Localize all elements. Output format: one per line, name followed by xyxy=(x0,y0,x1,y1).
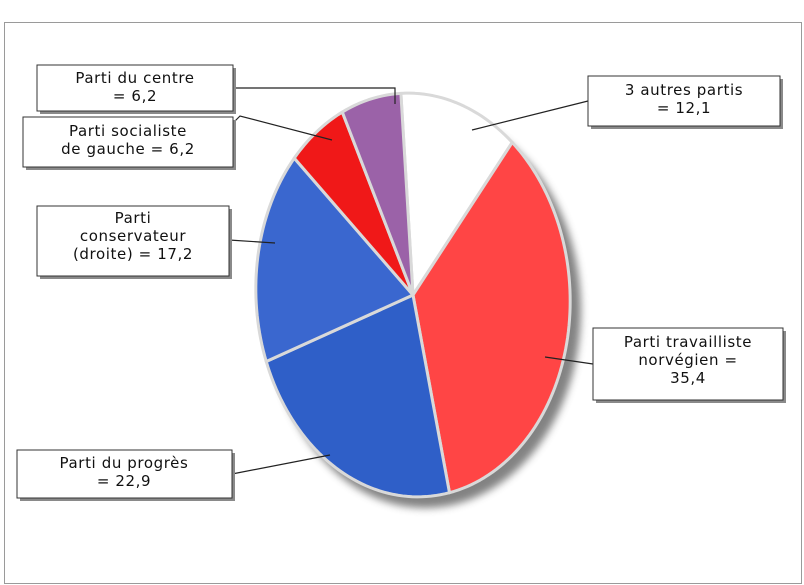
label-box-4 xyxy=(36,205,230,277)
slice-label-3-line-1: Parti du progrès xyxy=(60,454,189,472)
slice-label-5-line-1: Parti socialiste xyxy=(69,122,187,140)
pie-slice-4 xyxy=(254,156,415,363)
label-box-3 xyxy=(16,449,233,499)
label-box-5 xyxy=(22,116,234,168)
label-box-1 xyxy=(587,75,781,127)
leader-line-6 xyxy=(233,87,396,104)
slice-label-2-line-3: 35,4 xyxy=(670,369,706,387)
pie-slice-2 xyxy=(411,140,572,495)
pie-slice-5 xyxy=(292,110,415,297)
label-box-6 xyxy=(36,64,234,112)
slice-label-1-line-2: = 12,1 xyxy=(657,99,711,117)
label-box-2 xyxy=(592,327,784,401)
slice-labels: 3 autres partis= 12,1 Parti travaillisten… xyxy=(16,64,786,501)
leader-line-5 xyxy=(232,115,333,141)
pie-slice-1 xyxy=(399,91,514,297)
slice-label-6-line-2: = 6,2 xyxy=(113,87,157,105)
slice-label-4-line-2: conservateur xyxy=(80,227,186,245)
leader-line-4 xyxy=(228,239,276,244)
slice-label-1-line-1: 3 autres partis xyxy=(625,81,743,99)
pie-slices xyxy=(254,91,572,499)
slice-label-3-line-2: = 22,9 xyxy=(97,472,151,490)
pie-slice-6 xyxy=(340,91,415,297)
slice-label-2-line-2: norvégien = xyxy=(638,351,737,369)
pie-slice-3 xyxy=(264,293,451,499)
leader-line-1 xyxy=(471,100,589,131)
slice-label-2-line-1: Parti travailliste xyxy=(624,333,752,351)
slice-label-5-line-2: de gauche = 6,2 xyxy=(61,140,195,158)
leader-line-3 xyxy=(231,454,331,475)
cropped-title-strip xyxy=(0,0,804,22)
slice-label-4-line-3: (droite) = 17,2 xyxy=(73,245,193,263)
slice-label-4-line-1: Parti xyxy=(115,209,152,227)
slice-label-6-line-1: Parti du centre xyxy=(75,69,194,87)
leader-line-2 xyxy=(544,356,594,365)
